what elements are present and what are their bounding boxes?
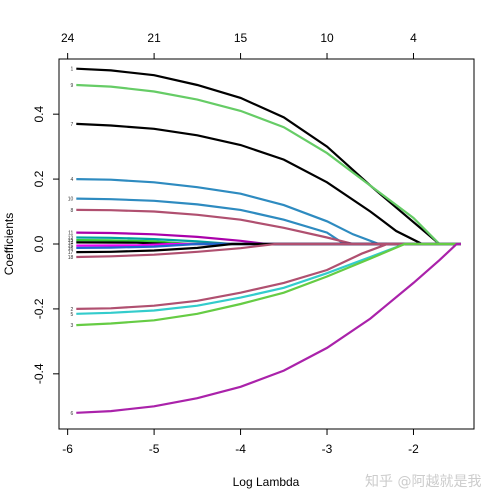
watermark-text: 知乎 @阿越就是我 — [365, 473, 481, 490]
series-label-1: 1 — [71, 67, 74, 73]
series-line-9 — [76, 83, 461, 246]
series-label-15: 15 — [68, 244, 74, 250]
y-tick-label: -0.2 — [32, 298, 46, 319]
series-line-7 — [76, 122, 461, 246]
series-line-4 — [76, 178, 461, 246]
top-tick-label: 10 — [320, 31, 334, 45]
series-label-7: 7 — [71, 122, 74, 128]
top-tick-label: 24 — [61, 31, 75, 45]
series-line-1 — [76, 67, 461, 246]
series-label-5: 5 — [71, 312, 74, 318]
series-label-4: 4 — [71, 177, 74, 183]
x-tick-label: -2 — [408, 442, 419, 456]
series-label-14: 14 — [68, 240, 74, 246]
y-axis-title: Coefficients — [2, 213, 16, 275]
series-line-2 — [76, 242, 461, 310]
series-label-13: 13 — [68, 238, 74, 244]
series-line-8 — [76, 208, 461, 246]
y-tick-label: -0.4 — [32, 363, 46, 384]
series-label-12: 12 — [68, 236, 74, 242]
top-tick-label: 21 — [147, 31, 161, 45]
x-tick-label: -6 — [62, 442, 73, 456]
axis-layer: -6 -5 -4 -3 -224 21 15 10 4-0.4-0.20.00.20.4 — [32, 31, 419, 456]
x-tick-label: -5 — [149, 442, 160, 456]
series-label-16: 16 — [68, 246, 74, 252]
series-label-6: 6 — [71, 411, 74, 417]
y-tick-label: 0.4 — [32, 106, 46, 123]
series-label-17: 17 — [68, 250, 74, 256]
series-label-3: 3 — [71, 323, 74, 329]
series-layer — [76, 67, 461, 414]
series-line-18 — [76, 242, 461, 259]
series-line-6 — [76, 242, 461, 414]
series-label-2: 2 — [71, 307, 74, 313]
series-label-18: 18 — [68, 255, 74, 261]
series-line-3 — [76, 242, 461, 327]
series-label-10: 10 — [68, 197, 74, 203]
y-tick-label: 0.2 — [32, 170, 46, 187]
top-tick-label: 15 — [234, 31, 248, 45]
series-label-8: 8 — [71, 208, 74, 214]
x-tick-label: -4 — [235, 442, 246, 456]
x-tick-label: -3 — [322, 442, 333, 456]
top-tick-label: 4 — [410, 31, 417, 45]
series-label-9: 9 — [71, 83, 74, 89]
y-tick-label: 0.0 — [32, 235, 46, 252]
series-label-11: 11 — [68, 231, 73, 237]
x-axis-title: Log Lambda — [233, 475, 300, 489]
